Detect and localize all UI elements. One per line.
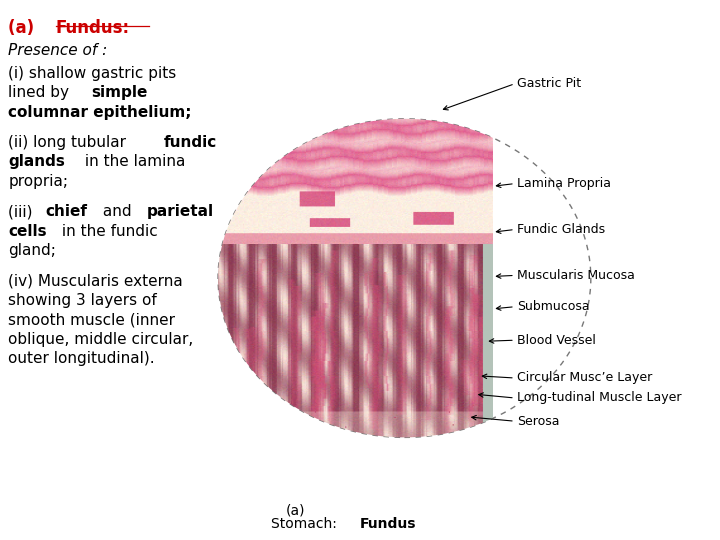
Text: in the lamina: in the lamina xyxy=(80,154,186,170)
Text: columnar epithelium;: columnar epithelium; xyxy=(9,105,192,120)
Text: oblique, middle circular,: oblique, middle circular, xyxy=(9,332,194,347)
Text: fundic: fundic xyxy=(163,135,217,150)
Text: in the fundic: in the fundic xyxy=(57,224,158,239)
Text: lined by: lined by xyxy=(9,85,74,100)
Text: Long­tudinal Muscle Layer: Long­tudinal Muscle Layer xyxy=(517,392,681,404)
Text: showing 3 layers of: showing 3 layers of xyxy=(9,293,157,308)
Text: Fundus: Fundus xyxy=(359,517,416,531)
Text: (i) shallow gastric pits: (i) shallow gastric pits xyxy=(9,66,176,81)
Text: Gastric Pit: Gastric Pit xyxy=(517,77,581,90)
Text: Stomach:: Stomach: xyxy=(271,517,341,531)
Text: glands: glands xyxy=(9,154,66,170)
Text: gland;: gland; xyxy=(9,243,56,258)
Text: cells: cells xyxy=(9,224,47,239)
Text: (iii): (iii) xyxy=(9,204,38,219)
Text: and: and xyxy=(99,204,137,219)
Text: (iv) Muscularis externa: (iv) Muscularis externa xyxy=(9,273,183,288)
Text: Submucosa: Submucosa xyxy=(517,300,590,313)
Text: Fundus:: Fundus: xyxy=(56,19,130,37)
Text: parietal: parietal xyxy=(147,204,214,219)
Text: outer longitudinal).: outer longitudinal). xyxy=(9,351,155,366)
Text: (ii) long tubular: (ii) long tubular xyxy=(9,135,131,150)
Text: Presence of :: Presence of : xyxy=(9,43,108,58)
Text: simple: simple xyxy=(91,85,148,100)
Text: (a): (a) xyxy=(286,503,305,517)
Text: Fundic Glands: Fundic Glands xyxy=(517,223,605,236)
Text: Lamina Propria: Lamina Propria xyxy=(517,177,611,190)
Text: smooth muscle (inner: smooth muscle (inner xyxy=(9,312,176,327)
Text: propria;: propria; xyxy=(9,174,68,189)
Text: chief: chief xyxy=(45,204,87,219)
Text: Serosa: Serosa xyxy=(517,415,559,428)
Text: (a): (a) xyxy=(9,19,46,37)
Text: Blood Vessel: Blood Vessel xyxy=(517,334,596,347)
Text: Circular Musc’e Layer: Circular Musc’e Layer xyxy=(517,372,652,384)
Text: Muscularis Mucosa: Muscularis Mucosa xyxy=(517,269,635,282)
